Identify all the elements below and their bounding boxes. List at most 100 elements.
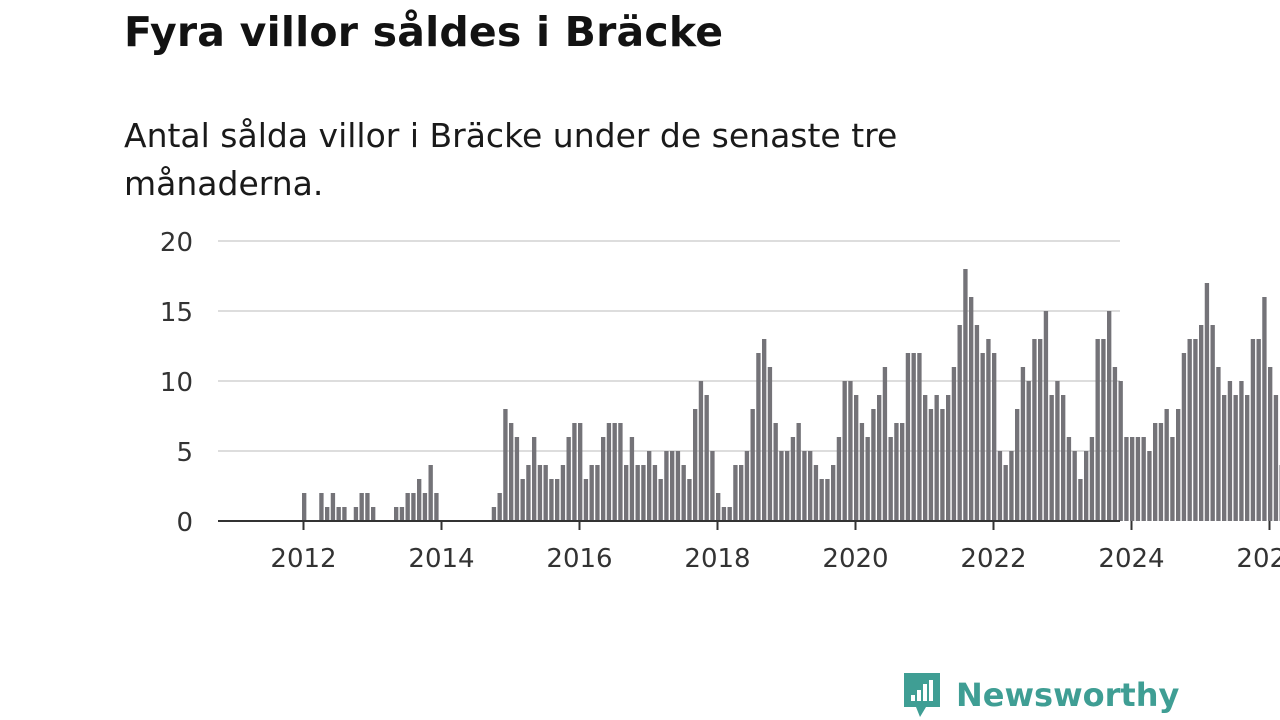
bar [342, 507, 347, 521]
bar [842, 381, 847, 521]
bar [1061, 395, 1066, 521]
x-tick-label: 2016 [546, 544, 612, 574]
bar [980, 353, 985, 521]
bar [698, 381, 704, 521]
bar [1181, 353, 1187, 521]
y-tick-label: 15 [160, 298, 193, 328]
bar [543, 465, 548, 521]
bar [566, 437, 571, 521]
bar [1193, 339, 1198, 521]
chart-subtitle: Antal sålda villor i Bräcke under de sen… [124, 116, 898, 203]
bar [589, 465, 594, 521]
bar [1147, 451, 1152, 521]
bar [917, 353, 922, 521]
bar [802, 451, 807, 521]
bar [687, 479, 692, 521]
x-tick-label: 2026 [1236, 544, 1280, 574]
bar [716, 493, 721, 521]
bar [779, 451, 784, 521]
bar [1256, 339, 1261, 521]
bar-chart: 0 5 10 15 20 2012 2014 2016 2018 2020 2022 2024 202… [160, 228, 1280, 574]
bar [940, 409, 945, 521]
bar [359, 493, 364, 521]
bar [767, 367, 773, 521]
bar [319, 493, 324, 521]
bar [520, 479, 525, 521]
bar [813, 465, 819, 521]
bar [911, 353, 916, 521]
bar [601, 437, 606, 521]
bar [963, 269, 968, 521]
bar [629, 437, 635, 521]
brand-name: Newsworthy [956, 676, 1180, 714]
bar [1141, 437, 1146, 521]
bar [882, 367, 888, 521]
bar [641, 465, 646, 521]
x-tick-label: 2014 [408, 544, 474, 574]
bar [1176, 409, 1181, 521]
bar [1095, 339, 1100, 521]
bar [1049, 395, 1054, 521]
bar [1124, 437, 1129, 521]
bar [422, 493, 428, 521]
bar [894, 423, 899, 521]
bar [664, 451, 669, 521]
bar [647, 451, 652, 521]
bar [612, 423, 617, 521]
bar [992, 353, 997, 521]
y-tick-label: 20 [160, 228, 193, 258]
bar [578, 423, 583, 521]
x-tick-label: 2020 [822, 544, 888, 574]
bar [491, 507, 497, 521]
bar [854, 395, 859, 521]
bar [595, 465, 600, 521]
bar [399, 507, 405, 521]
bar [934, 395, 939, 521]
bar [537, 465, 543, 521]
bar [825, 479, 830, 521]
bar [417, 479, 422, 521]
chart-title: Fyra villor såldes i Bräcke [124, 8, 724, 56]
bar [336, 507, 341, 521]
bar [1227, 381, 1233, 521]
bar [762, 339, 767, 521]
bar [693, 409, 698, 521]
bar [1032, 339, 1037, 521]
bar [865, 437, 870, 521]
bar [583, 479, 589, 521]
bar [1084, 451, 1089, 521]
bar [526, 465, 531, 521]
bar [503, 409, 508, 521]
bar [1009, 451, 1014, 521]
bar [721, 507, 727, 521]
bar [1066, 437, 1072, 521]
bar [951, 367, 957, 521]
bar [900, 423, 905, 521]
bar [923, 395, 928, 521]
bar [325, 507, 330, 521]
bar [997, 451, 1003, 521]
bar [957, 325, 962, 521]
bar [618, 423, 623, 521]
bar [497, 493, 502, 521]
x-tick-label: 2018 [684, 544, 750, 574]
bar [1222, 395, 1227, 521]
bar [302, 493, 307, 521]
bar [1026, 381, 1031, 521]
bar [434, 493, 439, 521]
bar [624, 465, 629, 521]
bar [1199, 325, 1204, 521]
bar [1055, 381, 1060, 521]
bar [739, 465, 744, 521]
bar [330, 493, 336, 521]
bar [986, 339, 991, 521]
bar [1273, 395, 1279, 521]
bar [1187, 339, 1192, 521]
bar [652, 465, 658, 521]
bar [790, 437, 796, 521]
bar [756, 353, 761, 521]
y-tick-label: 10 [160, 368, 193, 398]
bar [1204, 283, 1210, 521]
bar [405, 493, 410, 521]
bar [1239, 381, 1244, 521]
